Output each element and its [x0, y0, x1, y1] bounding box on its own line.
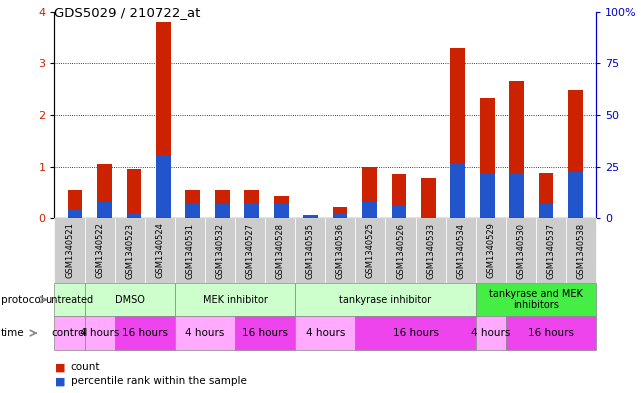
- Text: GSM1340525: GSM1340525: [366, 222, 375, 279]
- Bar: [538, 173, 553, 218]
- Text: GSM1340529: GSM1340529: [487, 222, 495, 279]
- Text: 4 hours: 4 hours: [471, 328, 510, 338]
- Text: 4 hours: 4 hours: [185, 328, 224, 338]
- Text: GSM1340530: GSM1340530: [517, 222, 526, 279]
- Bar: [274, 204, 288, 218]
- Text: time: time: [1, 328, 24, 338]
- Bar: [274, 196, 288, 218]
- Text: GSM1340538: GSM1340538: [577, 222, 586, 279]
- Bar: [362, 167, 377, 218]
- Text: 16 hours: 16 hours: [242, 328, 288, 338]
- Bar: [333, 214, 347, 218]
- Bar: [392, 205, 406, 218]
- Bar: [68, 209, 83, 218]
- Bar: [421, 217, 436, 218]
- Text: protocol: protocol: [1, 295, 44, 305]
- Text: GSM1340532: GSM1340532: [215, 222, 224, 279]
- Text: GSM1340536: GSM1340536: [336, 222, 345, 279]
- Text: GSM1340522: GSM1340522: [95, 222, 104, 279]
- Text: GSM1340528: GSM1340528: [276, 222, 285, 279]
- Bar: [333, 207, 347, 218]
- Text: untreated: untreated: [46, 295, 94, 305]
- Text: GSM1340524: GSM1340524: [155, 222, 164, 279]
- Text: MEK inhibitor: MEK inhibitor: [203, 295, 267, 305]
- Text: 4 hours: 4 hours: [306, 328, 345, 338]
- Text: tankyrase and MEK
inhibitors: tankyrase and MEK inhibitors: [489, 289, 583, 310]
- Text: DMSO: DMSO: [115, 295, 145, 305]
- Bar: [362, 202, 377, 218]
- Text: GSM1340533: GSM1340533: [426, 222, 435, 279]
- Bar: [568, 90, 583, 218]
- Bar: [185, 190, 200, 218]
- Text: GSM1340535: GSM1340535: [306, 222, 315, 279]
- Bar: [97, 202, 112, 218]
- Bar: [538, 204, 553, 218]
- Text: GSM1340526: GSM1340526: [396, 222, 405, 279]
- Bar: [303, 215, 318, 218]
- Text: tankyrase inhibitor: tankyrase inhibitor: [340, 295, 431, 305]
- Bar: [303, 215, 318, 218]
- Bar: [451, 48, 465, 218]
- Text: GSM1340523: GSM1340523: [125, 222, 134, 279]
- Text: 4 hours: 4 hours: [80, 328, 119, 338]
- Bar: [392, 174, 406, 218]
- Bar: [421, 178, 436, 218]
- Bar: [451, 164, 465, 218]
- Bar: [215, 204, 229, 218]
- Text: GSM1340527: GSM1340527: [246, 222, 254, 279]
- Text: 16 hours: 16 hours: [392, 328, 438, 338]
- Text: GSM1340537: GSM1340537: [547, 222, 556, 279]
- Bar: [97, 164, 112, 218]
- Bar: [68, 190, 83, 218]
- Bar: [185, 203, 200, 218]
- Bar: [510, 81, 524, 218]
- Text: 16 hours: 16 hours: [528, 328, 574, 338]
- Text: ■: ■: [54, 362, 65, 373]
- Text: GSM1340531: GSM1340531: [185, 222, 194, 279]
- Bar: [244, 190, 259, 218]
- Bar: [480, 98, 495, 218]
- Bar: [480, 173, 495, 218]
- Bar: [156, 155, 171, 218]
- Text: 16 hours: 16 hours: [122, 328, 168, 338]
- Text: GSM1340521: GSM1340521: [65, 222, 74, 279]
- Text: GSM1340534: GSM1340534: [456, 222, 465, 279]
- Text: control: control: [51, 328, 88, 338]
- Text: count: count: [71, 362, 100, 373]
- Bar: [215, 190, 229, 218]
- Text: percentile rank within the sample: percentile rank within the sample: [71, 376, 246, 386]
- Bar: [127, 169, 141, 218]
- Text: GDS5029 / 210722_at: GDS5029 / 210722_at: [54, 6, 201, 19]
- Bar: [156, 22, 171, 218]
- Bar: [568, 172, 583, 218]
- Text: ■: ■: [54, 376, 65, 386]
- Bar: [244, 203, 259, 218]
- Bar: [510, 173, 524, 218]
- Bar: [127, 213, 141, 218]
